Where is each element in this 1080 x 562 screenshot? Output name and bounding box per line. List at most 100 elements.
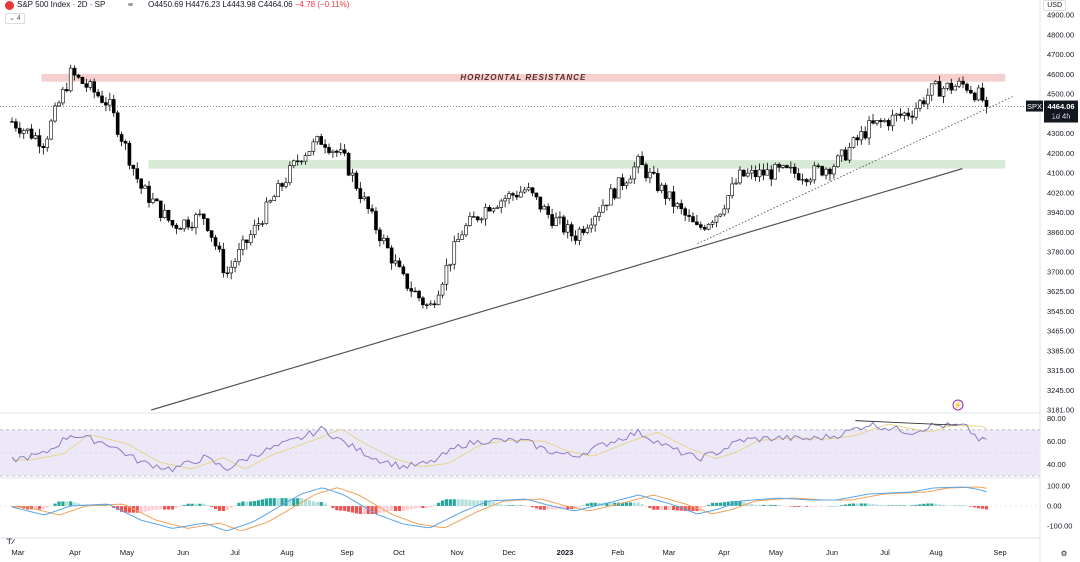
settings-gear-icon[interactable]: ⚙ (1061, 549, 1068, 558)
candle-body[interactable] (468, 216, 472, 226)
candle-body[interactable] (765, 169, 770, 176)
candle-body[interactable] (659, 184, 664, 191)
candle-body[interactable] (589, 224, 594, 229)
candle-body[interactable] (699, 224, 703, 228)
candle-body[interactable] (413, 290, 417, 293)
candle-body[interactable] (382, 237, 386, 242)
candle-body[interactable] (526, 187, 531, 191)
candle-body[interactable] (961, 80, 965, 85)
candle-body[interactable] (21, 130, 26, 134)
candle-body[interactable] (104, 102, 108, 106)
candle-body[interactable] (914, 107, 918, 118)
candle-body[interactable] (718, 213, 723, 217)
candle-body[interactable] (444, 265, 449, 285)
candle-body[interactable] (311, 141, 316, 152)
candle-body[interactable] (675, 203, 680, 207)
candle-body[interactable] (217, 245, 222, 250)
candle-body[interactable] (835, 155, 840, 167)
solid-trendline[interactable] (151, 168, 963, 411)
candle-body[interactable] (726, 195, 731, 210)
candle-body[interactable] (828, 168, 832, 175)
candle-body[interactable] (906, 112, 911, 117)
candle-body[interactable] (871, 120, 875, 124)
candle-body[interactable] (569, 224, 574, 237)
candle-body[interactable] (511, 193, 515, 196)
candle-body[interactable] (879, 120, 883, 123)
candle-body[interactable] (730, 183, 734, 196)
candle-body[interactable] (198, 213, 202, 216)
candle-body[interactable] (734, 182, 738, 185)
candle-body[interactable] (918, 100, 922, 109)
candle-body[interactable] (655, 173, 660, 191)
candle-body[interactable] (565, 224, 570, 233)
candle-body[interactable] (855, 137, 860, 141)
candle-body[interactable] (49, 120, 53, 140)
candle-body[interactable] (620, 177, 625, 186)
candle-body[interactable] (45, 138, 50, 149)
candle-body[interactable] (229, 266, 233, 274)
candle-body[interactable] (542, 206, 547, 210)
candle-body[interactable] (213, 237, 218, 247)
candle-body[interactable] (186, 219, 190, 228)
candle-body[interactable] (839, 149, 844, 157)
candle-body[interactable] (957, 80, 961, 87)
candle-body[interactable] (789, 166, 793, 169)
candle-body[interactable] (264, 201, 269, 224)
candle-body[interactable] (640, 156, 644, 166)
candle-body[interactable] (143, 185, 147, 189)
indicator-toggle-button[interactable]: ⌄ 4 (5, 13, 25, 24)
candle-body[interactable] (929, 83, 934, 96)
candle-body[interactable] (393, 260, 398, 264)
candle-body[interactable] (29, 128, 34, 139)
candle-body[interactable] (820, 166, 824, 176)
candle-body[interactable] (550, 214, 554, 226)
candle-body[interactable] (679, 203, 684, 209)
candle-body[interactable] (170, 220, 175, 226)
candle-body[interactable] (147, 185, 151, 203)
candle-body[interactable] (648, 171, 652, 179)
candle-body[interactable] (315, 136, 320, 143)
candle-body[interactable] (824, 168, 828, 176)
candle-body[interactable] (338, 149, 343, 153)
candle-body[interactable] (562, 216, 566, 233)
candle-body[interactable] (378, 229, 382, 242)
candle-body[interactable] (757, 169, 762, 178)
candle-body[interactable] (268, 200, 273, 203)
candle-body[interactable] (323, 144, 327, 148)
candle-body[interactable] (605, 204, 609, 207)
candle-body[interactable] (448, 263, 453, 266)
candle-body[interactable] (847, 147, 852, 161)
candle-body[interactable] (237, 249, 241, 262)
candle-body[interactable] (428, 303, 433, 306)
candle-body[interactable] (241, 239, 245, 250)
candle-body[interactable] (875, 120, 879, 124)
candle-body[interactable] (221, 248, 226, 274)
candle-body[interactable] (331, 150, 335, 153)
candle-body[interactable] (350, 172, 355, 176)
candle-body[interactable] (68, 67, 73, 92)
candle-body[interactable] (922, 100, 926, 105)
candle-body[interactable] (319, 136, 323, 145)
candle-body[interactable] (804, 179, 809, 183)
candle-body[interactable] (671, 191, 676, 207)
candle-body[interactable] (761, 169, 766, 176)
candle-body[interactable] (976, 87, 981, 101)
candle-body[interactable] (953, 85, 958, 91)
candle-body[interactable] (714, 215, 719, 223)
candle-body[interactable] (151, 198, 155, 203)
candle-body[interactable] (119, 134, 124, 142)
candle-body[interactable] (233, 261, 237, 268)
currency-label[interactable]: USD (1043, 0, 1066, 11)
candle-body[interactable] (174, 224, 179, 229)
candle-body[interactable] (225, 272, 230, 274)
candle-body[interactable] (284, 182, 288, 187)
candle-body[interactable] (902, 112, 907, 116)
candle-body[interactable] (738, 169, 742, 184)
candle-body[interactable] (295, 160, 300, 162)
candle-body[interactable] (867, 120, 871, 139)
candle-body[interactable] (41, 146, 46, 149)
candle-body[interactable] (882, 120, 887, 123)
macd-line[interactable] (11, 486, 987, 532)
candle-body[interactable] (84, 83, 89, 88)
